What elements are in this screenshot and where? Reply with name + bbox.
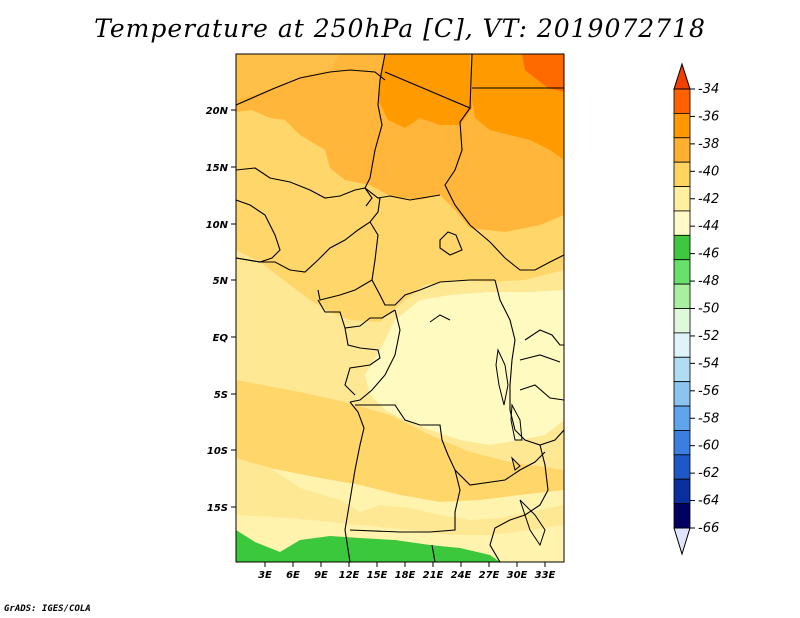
country-borders xyxy=(236,54,564,562)
colorbar-label: -42 xyxy=(698,192,719,207)
colorbar-label: -48 xyxy=(698,274,719,289)
colorbar-swatch xyxy=(673,356,691,383)
lakes xyxy=(429,314,546,547)
colorbar-label: -34 xyxy=(698,82,719,97)
field-minus-36-a xyxy=(378,54,472,128)
lat-label: 5S xyxy=(214,390,228,401)
colorbar-boxes xyxy=(673,88,691,529)
colorbar-swatch xyxy=(673,88,691,114)
field-minus-40-south xyxy=(236,380,564,502)
colorbar-label: -46 xyxy=(698,247,719,262)
lon-label: 24E xyxy=(451,570,472,581)
colorbar-label: -36 xyxy=(698,109,719,124)
lon-label: 9E xyxy=(314,570,328,581)
colorbar-swatch xyxy=(673,283,691,309)
colorbar-label: -64 xyxy=(698,494,719,509)
footer-credit: GrADS: IGES/COLA xyxy=(4,604,91,614)
colorbar-label: -62 xyxy=(698,466,719,481)
colorbar: -34 -36 -38 -40 -42 -44 -46 -48 -50 -52 -54 -56 -58 -… xyxy=(673,62,719,556)
lat-label: 10S xyxy=(207,446,228,457)
lat-label: 20N xyxy=(206,106,229,117)
field-minus-44-congo xyxy=(365,290,564,445)
colorbar-swatch xyxy=(673,186,691,212)
field-minus-38-west xyxy=(236,54,340,100)
lon-label: 6E xyxy=(286,570,300,581)
colorbar-label: -60 xyxy=(698,439,719,454)
lon-label: 33E xyxy=(535,570,556,581)
lon-label: 18E xyxy=(395,570,416,581)
colorbar-swatch xyxy=(673,308,691,334)
colorbar-bottom-arrow xyxy=(673,527,691,556)
colorbar-swatch xyxy=(673,454,691,480)
lat-label: 15S xyxy=(207,503,228,514)
colorbar-label: -50 xyxy=(698,302,719,317)
lon-label: 21E xyxy=(423,570,444,581)
lon-label: 30E xyxy=(507,570,528,581)
lat-label: EQ xyxy=(213,333,229,344)
lon-label: 3E xyxy=(258,570,272,581)
colorbar-swatch xyxy=(673,405,691,431)
map-frame xyxy=(235,53,565,563)
colorbar-label: -58 xyxy=(698,411,719,426)
colorbar-swatch xyxy=(673,234,691,261)
latitude-axis: 20N 15N 10N 5N EQ 5S 10S 15S xyxy=(206,106,236,514)
colorbar-swatch xyxy=(673,112,691,139)
lat-label: 15N xyxy=(206,163,229,174)
colorbar-swatch xyxy=(673,430,691,456)
colorbar-swatch xyxy=(673,259,691,285)
lon-label: 12E xyxy=(339,570,360,581)
colorbar-label: -52 xyxy=(698,329,719,344)
lon-label: 27E xyxy=(479,570,500,581)
lon-label: 15E xyxy=(367,570,388,581)
colorbar-label: -38 xyxy=(698,137,719,152)
colorbar-swatch xyxy=(673,332,691,358)
colorbar-swatch xyxy=(673,503,691,529)
field-minus-34 xyxy=(522,54,564,92)
colorbar-label: -66 xyxy=(698,521,719,536)
temperature-field xyxy=(236,54,564,562)
colorbar-top-arrow xyxy=(673,62,691,90)
colorbar-label: -40 xyxy=(698,164,719,179)
chart-title: Temperature at 250hPa [C], VT: 201907271… xyxy=(94,14,706,43)
lat-label: 10N xyxy=(206,220,229,231)
longitude-axis: 3E 6E 9E 12E 15E 18E 21E 24E 27E 30E 33E xyxy=(258,562,556,581)
field-minus-42-south xyxy=(236,458,564,535)
colorbar-swatch xyxy=(673,137,691,163)
colorbar-label: -56 xyxy=(698,384,719,399)
colorbar-swatch xyxy=(673,478,691,505)
lat-label: 5N xyxy=(213,276,229,287)
colorbar-label: -44 xyxy=(698,219,719,234)
colorbar-swatch xyxy=(673,210,691,236)
colorbar-swatch xyxy=(673,381,691,407)
colorbar-label: -54 xyxy=(698,356,719,371)
colorbar-swatch xyxy=(673,161,691,187)
colorbar-labels: -34 -36 -38 -40 -42 -44 -46 -48 -50 -52 -54 -56 -58 -… xyxy=(690,82,719,536)
